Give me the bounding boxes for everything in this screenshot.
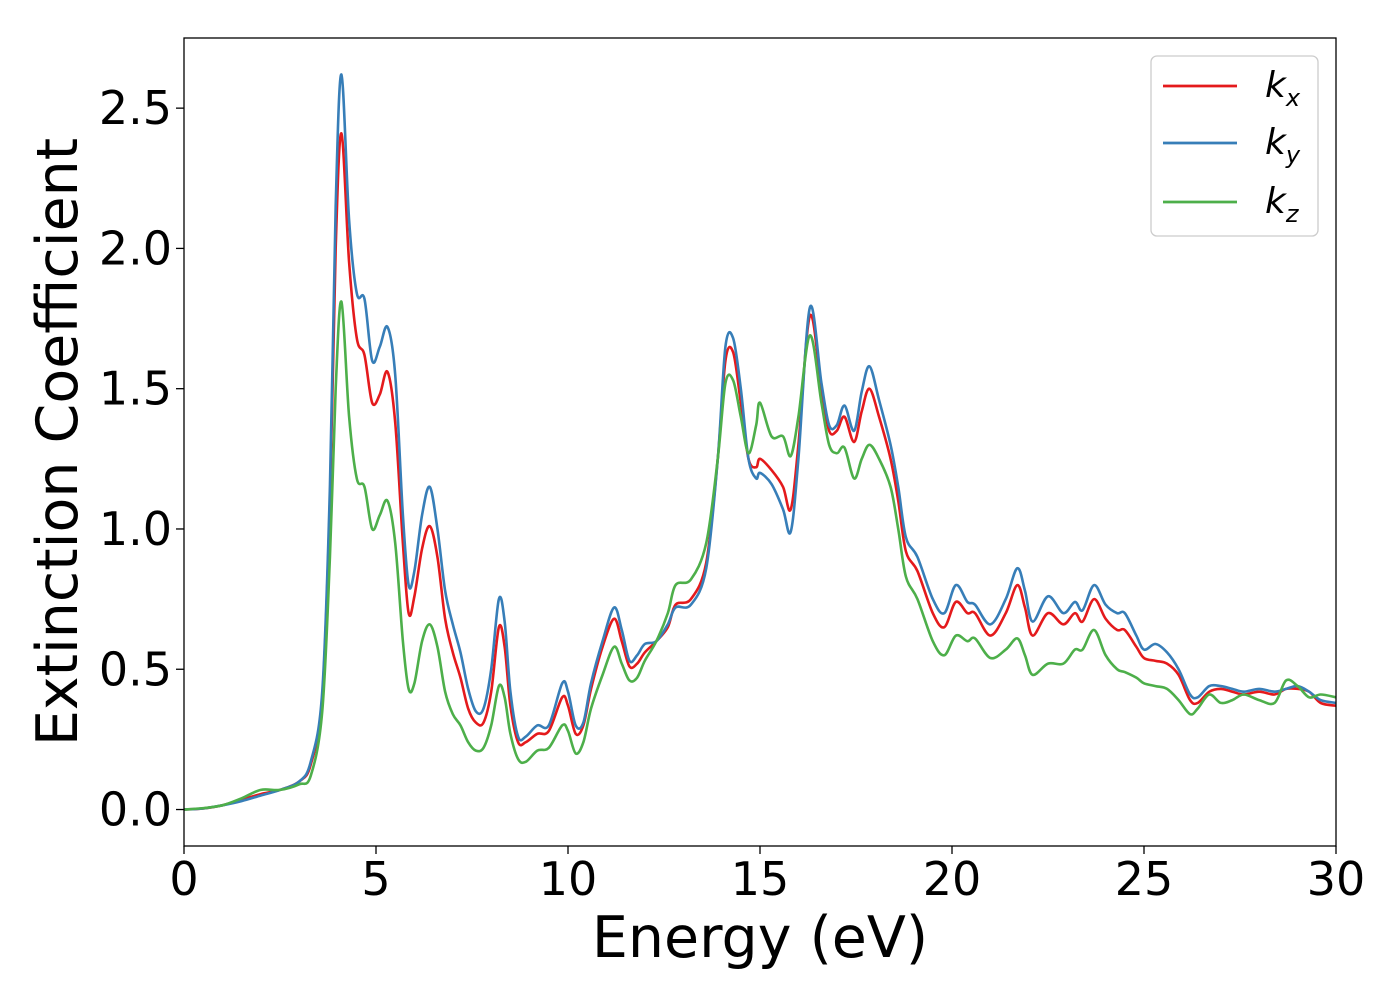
series-line-k-y bbox=[184, 73, 1336, 811]
legend: kx ky kz bbox=[1150, 55, 1319, 237]
x-tick-label: 30 bbox=[1307, 852, 1366, 906]
x-tick-label: 0 bbox=[169, 852, 198, 906]
y-tick-label: 2.0 bbox=[99, 221, 172, 275]
y-tick-label: 0.5 bbox=[99, 642, 172, 696]
legend-label: kx bbox=[1265, 65, 1301, 112]
x-tick-label: 5 bbox=[361, 852, 390, 906]
x-tick-label: 10 bbox=[539, 852, 598, 906]
legend-box bbox=[1150, 55, 1319, 237]
y-tick-label: 0.0 bbox=[99, 783, 172, 837]
y-tick-label: 1.0 bbox=[99, 502, 172, 556]
x-axis-title: Energy (eV) bbox=[592, 905, 928, 971]
legend-label: kz bbox=[1265, 181, 1300, 228]
legend-label: ky bbox=[1265, 122, 1301, 169]
y-tick-label: 2.5 bbox=[99, 81, 172, 135]
x-axis: 0 5 10 15 20 25 30 bbox=[169, 846, 1365, 906]
x-tick-label: 25 bbox=[1115, 852, 1174, 906]
x-tick-label: 15 bbox=[731, 852, 790, 906]
x-tick-label: 20 bbox=[923, 852, 982, 906]
y-axis: 0.0 0.5 1.0 1.5 2.0 2.5 bbox=[99, 81, 184, 837]
series-line-k-z bbox=[184, 300, 1336, 811]
y-tick-label: 1.5 bbox=[99, 362, 172, 416]
y-axis-title: Extinction Coefficient bbox=[25, 138, 91, 746]
series-layer bbox=[184, 73, 1336, 811]
